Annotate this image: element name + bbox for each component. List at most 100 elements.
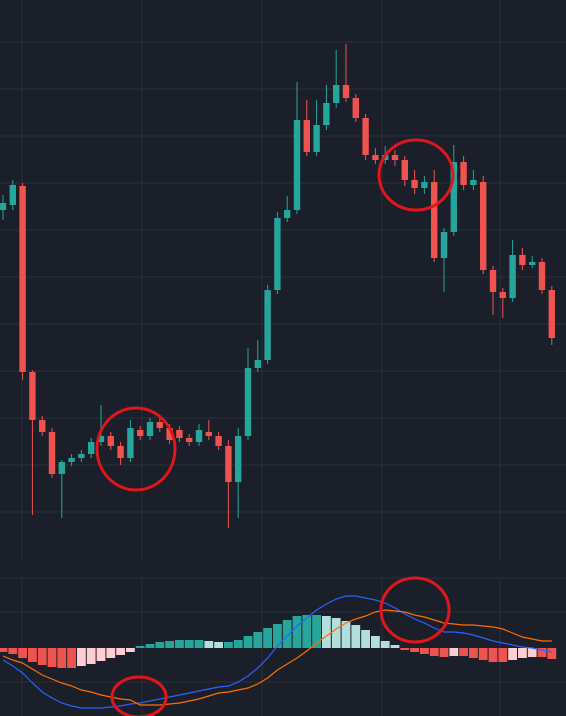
highlight-circle bbox=[377, 138, 455, 212]
candle-body bbox=[362, 118, 369, 155]
histogram-bar bbox=[390, 645, 400, 648]
candle-body bbox=[146, 422, 154, 436]
candle-body bbox=[274, 218, 281, 290]
candle-body bbox=[333, 85, 340, 103]
histogram-bar bbox=[155, 642, 165, 648]
histogram-bar bbox=[233, 640, 243, 648]
candle-body bbox=[156, 422, 163, 428]
macd-line bbox=[2, 609, 552, 706]
candle-body bbox=[127, 428, 134, 458]
highlight-circle bbox=[379, 576, 451, 644]
candle-body bbox=[97, 436, 105, 442]
histogram-bar bbox=[371, 636, 380, 648]
histogram-bar bbox=[253, 632, 263, 648]
candle-body bbox=[450, 162, 457, 232]
histogram-bar bbox=[302, 615, 312, 648]
histogram-bar bbox=[67, 648, 76, 668]
histogram-bar bbox=[498, 648, 508, 662]
candle-body bbox=[411, 180, 418, 188]
histogram-bar bbox=[420, 648, 429, 654]
histogram-bar bbox=[508, 648, 517, 660]
histogram-bar bbox=[449, 648, 459, 656]
candle-body bbox=[342, 85, 350, 98]
candle-body bbox=[9, 185, 16, 205]
candle-body bbox=[137, 430, 144, 436]
histogram-bar bbox=[37, 648, 47, 665]
candle-body bbox=[352, 98, 359, 118]
histogram-bar bbox=[537, 648, 547, 657]
histogram-bar bbox=[106, 648, 116, 658]
candle-body bbox=[225, 446, 232, 482]
candle-body bbox=[58, 462, 65, 474]
histogram-bar bbox=[8, 648, 18, 654]
histogram-bar bbox=[527, 648, 537, 657]
histogram-bar bbox=[204, 641, 214, 648]
histogram-bar bbox=[518, 648, 527, 658]
histogram-bar bbox=[126, 648, 135, 652]
histogram-bar bbox=[380, 641, 390, 648]
candle-body bbox=[88, 442, 95, 454]
candle-body bbox=[548, 290, 555, 338]
histogram-bar bbox=[273, 624, 282, 648]
candle-body bbox=[529, 262, 536, 265]
highlight-circle bbox=[95, 406, 177, 492]
candle-body bbox=[293, 120, 301, 210]
histogram-bar bbox=[214, 642, 223, 648]
candle-body bbox=[29, 372, 36, 420]
macd-line bbox=[2, 595, 552, 709]
histogram-bar bbox=[439, 648, 449, 657]
candle-body bbox=[254, 360, 261, 368]
candle-body bbox=[372, 155, 379, 160]
annotations bbox=[95, 138, 455, 716]
histogram-bar bbox=[361, 630, 370, 648]
histogram-bar bbox=[547, 648, 557, 659]
histogram-bar bbox=[96, 648, 106, 661]
histogram-bar bbox=[351, 625, 361, 648]
candle-body bbox=[107, 436, 114, 446]
histogram-bar bbox=[331, 618, 341, 648]
histogram-bar bbox=[478, 648, 488, 660]
candle-body bbox=[509, 255, 516, 298]
histogram-bar bbox=[243, 636, 253, 648]
marks bbox=[0, 44, 557, 709]
candle-body bbox=[284, 210, 291, 218]
candle-body bbox=[470, 180, 477, 185]
histogram-bar bbox=[135, 646, 145, 648]
candle-body bbox=[391, 155, 399, 160]
candle-body bbox=[205, 432, 212, 436]
candle-body bbox=[166, 428, 173, 440]
candle-body bbox=[499, 292, 506, 298]
candle-body bbox=[440, 232, 448, 258]
histogram-bar bbox=[145, 644, 155, 648]
candle-body bbox=[264, 290, 271, 360]
histogram-bar bbox=[224, 642, 233, 648]
histogram-bar bbox=[410, 648, 419, 652]
candle-body bbox=[489, 270, 497, 292]
histogram-bar bbox=[400, 648, 410, 650]
candle-body bbox=[176, 430, 183, 438]
histogram-bar bbox=[292, 616, 302, 648]
histogram-bar bbox=[341, 621, 351, 648]
histogram-bar bbox=[165, 641, 174, 648]
histogram-bar bbox=[322, 616, 331, 648]
candle-body bbox=[117, 446, 124, 458]
candle-body bbox=[431, 182, 438, 258]
histogram-bar bbox=[488, 648, 498, 662]
candle-body bbox=[538, 262, 546, 290]
candle-body bbox=[303, 120, 310, 152]
histogram-bar bbox=[57, 648, 67, 668]
histogram-bar bbox=[0, 648, 8, 652]
candle-body bbox=[323, 103, 330, 125]
histogram-bar bbox=[263, 628, 272, 648]
highlight-circle bbox=[110, 675, 168, 716]
candle-body bbox=[313, 125, 320, 152]
histogram-bar bbox=[116, 648, 125, 655]
histogram-bar bbox=[429, 648, 439, 656]
histogram-bar bbox=[47, 648, 57, 667]
candle-body bbox=[0, 203, 7, 210]
candle-body bbox=[215, 436, 222, 446]
